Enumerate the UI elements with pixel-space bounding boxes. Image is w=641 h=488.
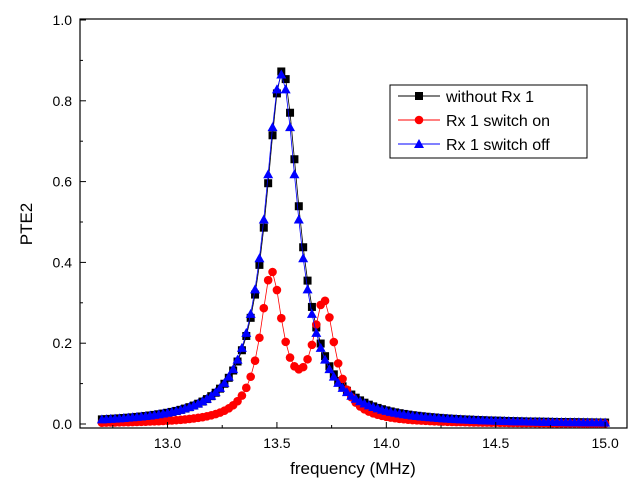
data-point xyxy=(333,359,343,368)
data-point xyxy=(337,382,348,392)
legend-item: without Rx 1 xyxy=(398,89,534,106)
data-point xyxy=(268,131,277,140)
data-point xyxy=(311,327,322,337)
data-point xyxy=(338,374,347,384)
x-axis-title: frequency (MHz) xyxy=(290,459,416,478)
data-point xyxy=(237,391,247,400)
data-point xyxy=(289,169,300,179)
data-point xyxy=(341,387,352,397)
data-point xyxy=(293,214,304,224)
y-tick-label: 0.0 xyxy=(53,416,73,432)
x-tick-label: 14.5 xyxy=(482,435,509,451)
y-axis-title: PTE2 xyxy=(17,203,36,246)
legend-marker xyxy=(414,115,424,125)
data-point xyxy=(299,243,308,252)
axes-layer: 13.0 13.5 14.0 14.5 15.0 0.0 0.2 0.4 0.6 0.8 1.0 xyxy=(53,12,619,451)
data-point xyxy=(307,340,317,350)
legend-marker xyxy=(414,139,424,148)
data-point xyxy=(255,333,264,343)
data-point xyxy=(241,383,251,393)
x-tick-label: 13.0 xyxy=(154,435,181,451)
plot-frame xyxy=(79,18,628,429)
data-point xyxy=(328,371,339,381)
data-point xyxy=(246,313,255,322)
legend-label: without Rx 1 xyxy=(445,89,534,106)
data-point xyxy=(245,308,256,318)
legend: without Rx 1 Rx 1 switch on Rx 1 switch of… xyxy=(389,84,588,159)
data-point xyxy=(280,84,291,94)
data-point xyxy=(281,337,290,347)
data-point xyxy=(286,108,295,117)
series-layer xyxy=(96,67,611,428)
y-tick-label: 0.8 xyxy=(53,93,73,109)
data-point xyxy=(276,69,287,79)
data-point xyxy=(232,354,243,364)
data-point xyxy=(250,356,260,365)
legend-items: without Rx 1 Rx 1 switch on Rx 1 switch of… xyxy=(398,89,550,154)
data-point xyxy=(281,75,290,84)
data-point xyxy=(259,303,269,313)
series-2 xyxy=(96,69,611,427)
data-point xyxy=(258,214,269,224)
data-point xyxy=(290,155,299,164)
data-point xyxy=(267,122,278,132)
data-point xyxy=(228,364,239,374)
data-point xyxy=(272,285,282,295)
legend-marker xyxy=(415,92,423,100)
data-point xyxy=(263,169,274,179)
x-tick-label: 15.0 xyxy=(591,435,618,451)
data-point xyxy=(302,284,313,294)
legend-item: Rx 1 switch on xyxy=(398,113,550,130)
data-point xyxy=(241,327,252,337)
data-point xyxy=(236,342,247,352)
x-tick-label: 14.0 xyxy=(373,435,400,451)
data-point xyxy=(303,276,312,285)
data-point xyxy=(294,202,303,211)
data-point xyxy=(264,179,273,188)
data-point xyxy=(219,377,230,387)
legend-label: Rx 1 switch on xyxy=(446,113,550,130)
y-tick-label: 1.0 xyxy=(53,12,73,28)
data-point xyxy=(329,337,339,347)
series-1 xyxy=(97,267,610,428)
data-point xyxy=(254,253,265,263)
y-tick-label: 0.6 xyxy=(53,174,73,190)
data-point xyxy=(303,354,312,364)
data-point xyxy=(268,267,277,277)
legend-item: Rx 1 switch off xyxy=(398,137,550,154)
data-point xyxy=(320,354,331,364)
y-tick-label: 0.2 xyxy=(53,335,73,351)
data-point xyxy=(298,362,308,372)
data-point xyxy=(250,284,261,294)
data-point xyxy=(285,122,296,132)
data-point xyxy=(271,84,282,94)
data-point xyxy=(251,290,260,299)
data-point xyxy=(246,372,255,382)
data-point xyxy=(298,253,309,263)
data-point xyxy=(259,223,268,232)
data-point xyxy=(320,296,330,306)
data-point xyxy=(315,342,326,352)
data-point xyxy=(333,377,344,387)
data-point xyxy=(306,308,317,318)
data-point xyxy=(197,396,208,406)
data-point xyxy=(285,353,295,362)
data-point xyxy=(263,275,273,285)
x-tick-label: 13.5 xyxy=(263,435,290,451)
data-point xyxy=(307,302,316,311)
data-point xyxy=(276,313,286,323)
data-point xyxy=(201,393,212,403)
legend-label: Rx 1 switch off xyxy=(446,137,550,154)
data-point xyxy=(223,371,234,381)
data-point xyxy=(325,313,334,322)
data-point xyxy=(215,382,226,392)
data-point xyxy=(324,364,335,374)
data-point xyxy=(255,260,264,269)
y-tick-label: 0.4 xyxy=(53,254,73,270)
data-point xyxy=(272,89,281,98)
